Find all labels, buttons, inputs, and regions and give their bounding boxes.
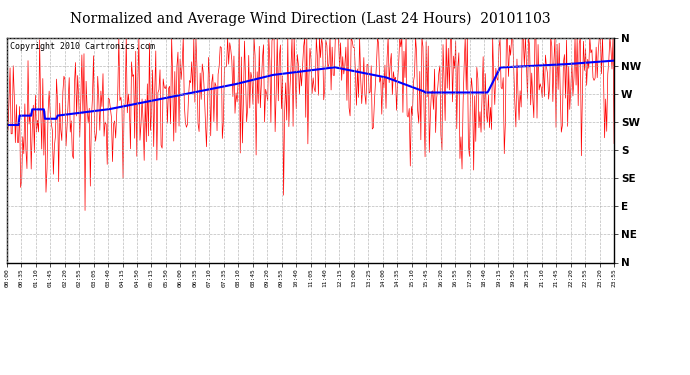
Text: Copyright 2010 Cartronics.com: Copyright 2010 Cartronics.com <box>10 42 155 51</box>
Text: Normalized and Average Wind Direction (Last 24 Hours)  20101103: Normalized and Average Wind Direction (L… <box>70 11 551 26</box>
